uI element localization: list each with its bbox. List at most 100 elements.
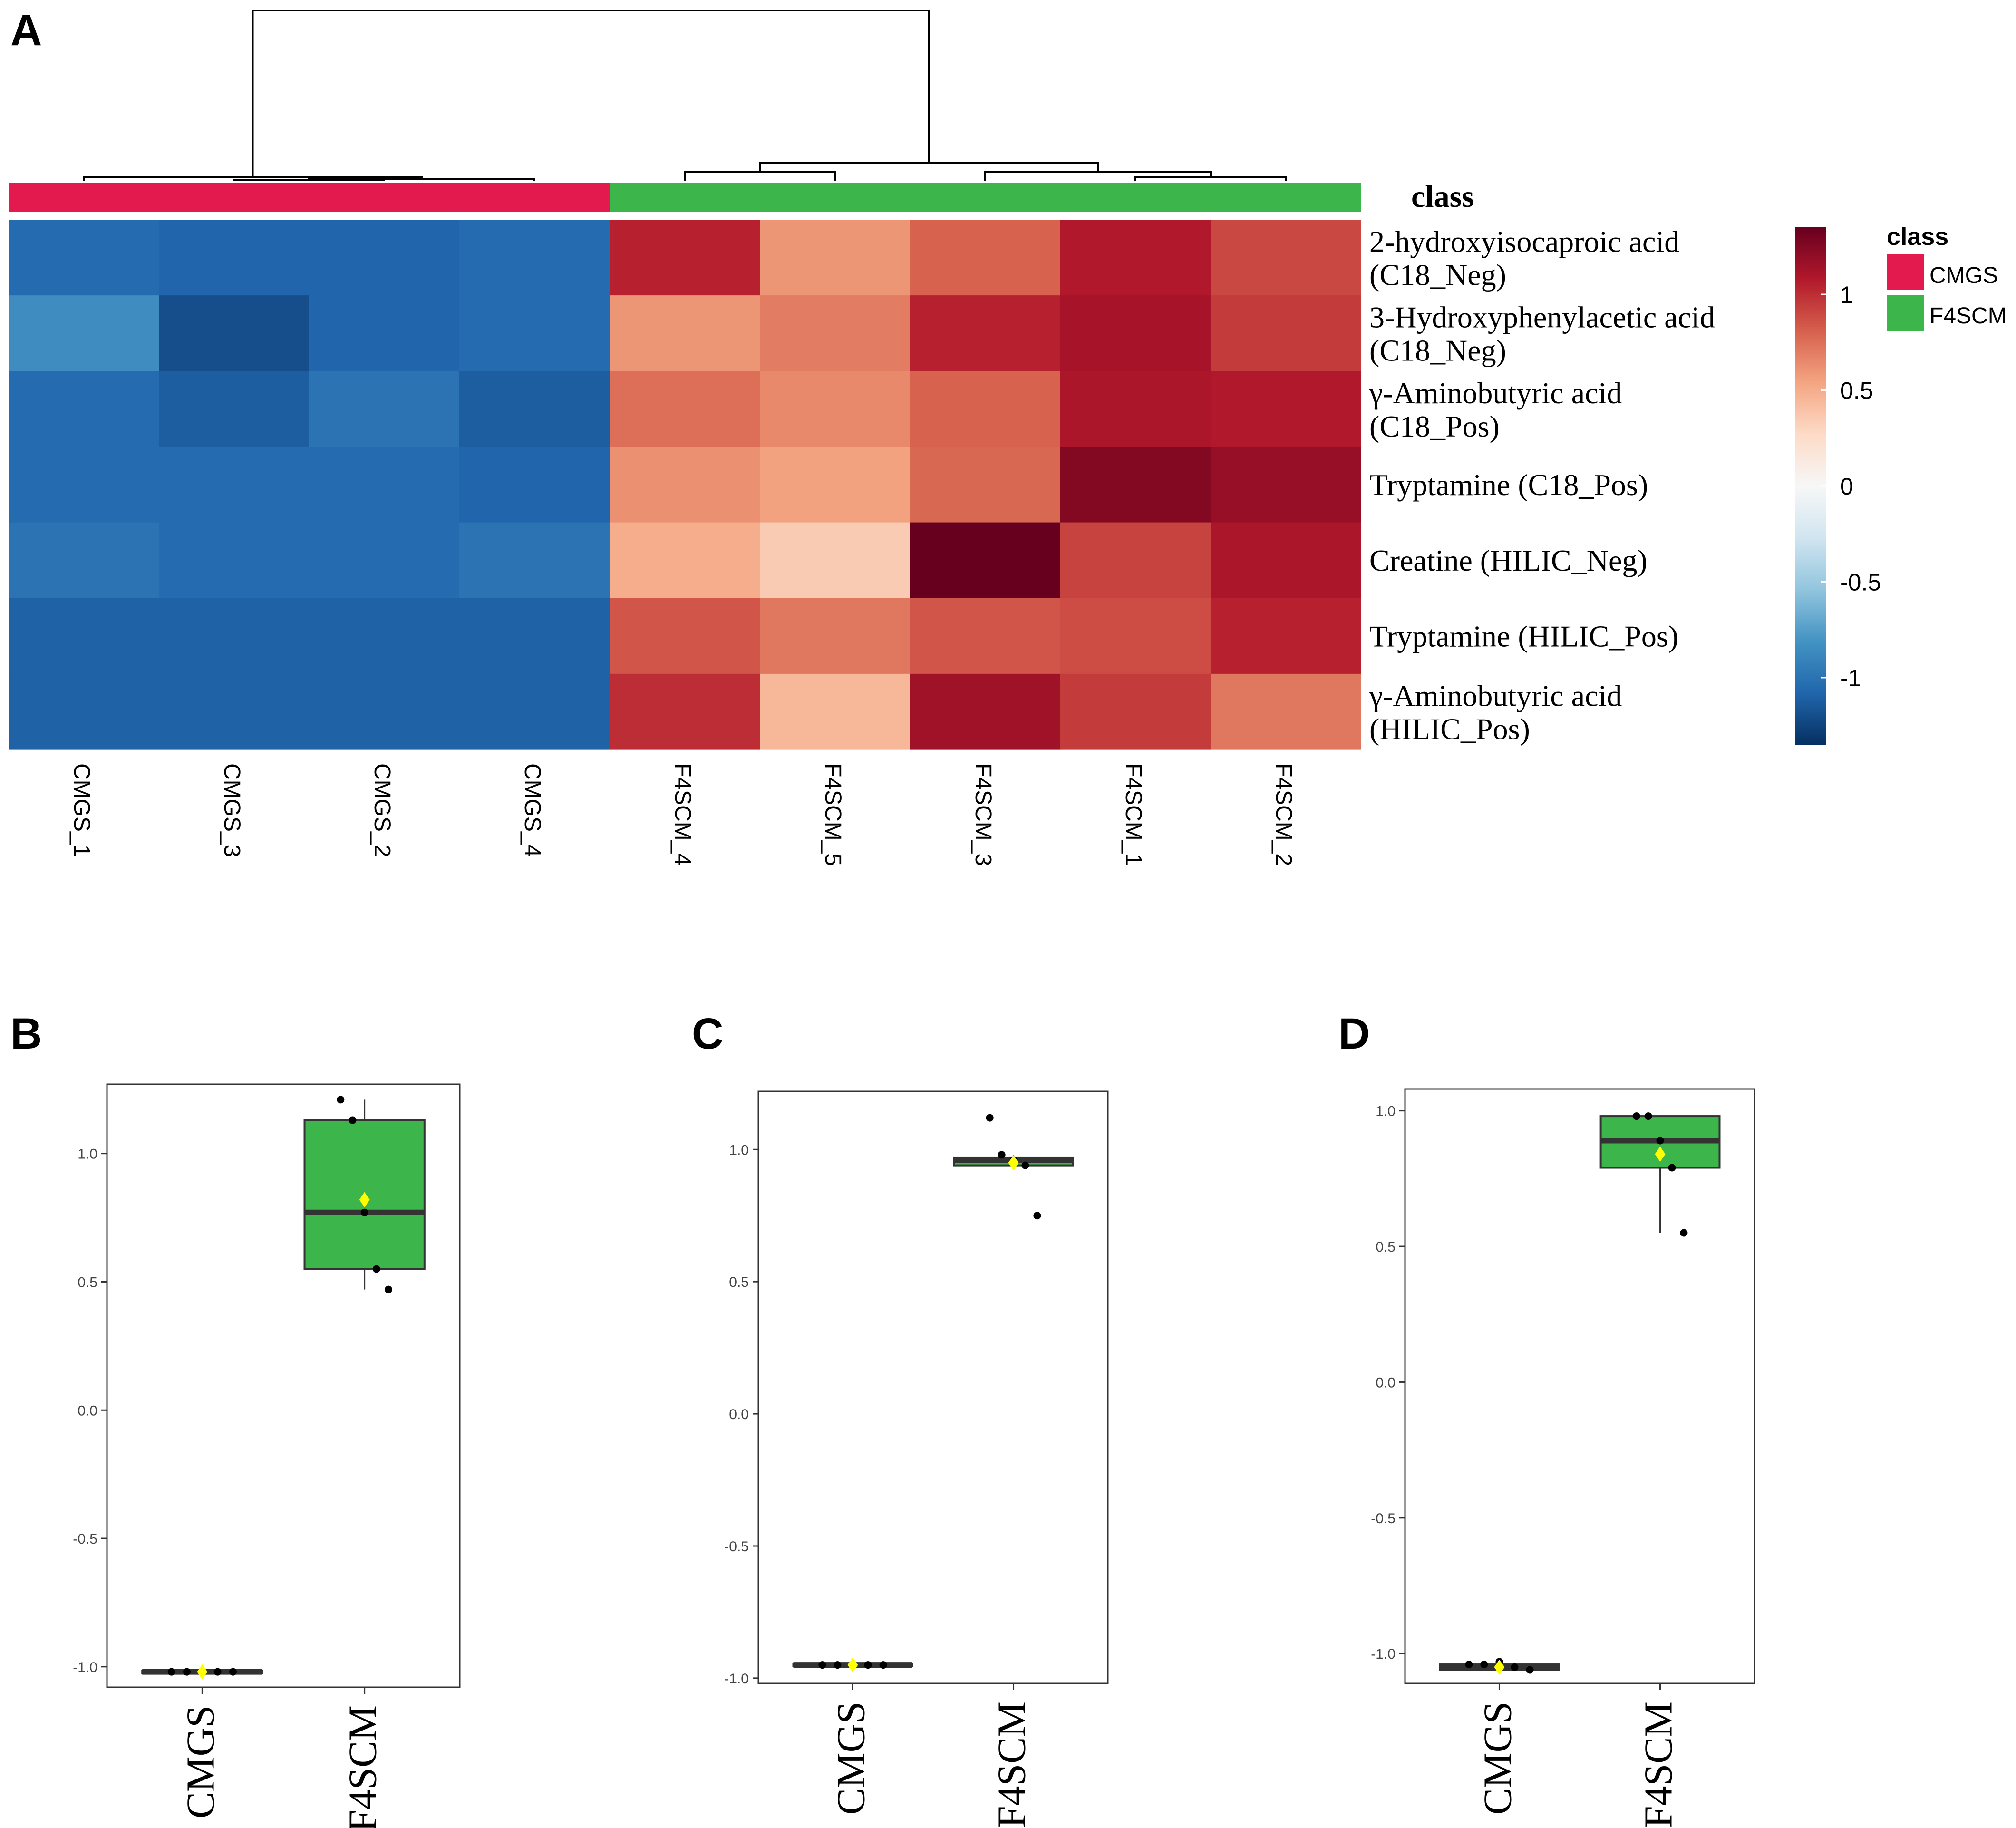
column-label: F4SCM_1 (1121, 763, 1146, 866)
data-point-cmgs (1480, 1661, 1488, 1669)
class-annotation-cell (159, 183, 310, 212)
heatmap-cell (9, 371, 159, 447)
row-label: Tryptamine (HILIC_Pos) (1369, 619, 1678, 653)
heatmap-cell (910, 598, 1061, 674)
heatmap-cell (760, 447, 911, 523)
data-point-f4scm (1644, 1112, 1652, 1120)
heatmap-cell (610, 295, 760, 371)
heatmap-cell (1211, 447, 1361, 523)
class-annotation-cell (309, 183, 460, 212)
row-label: γ-Aminobutyric acid (HILIC_Pos) (1369, 679, 1622, 746)
row-label: Tryptamine (C18_Pos) (1369, 468, 1648, 502)
heatmap-cell (459, 598, 610, 674)
x-tick-label-cmgs: CMGS (1475, 1702, 1520, 1815)
colorbar-tick-label: -1 (1840, 665, 1861, 691)
heatmap-cell (459, 522, 610, 599)
data-point-cmgs (834, 1661, 842, 1669)
row-label: 3-Hydroxyphenylacetic acid (C18_Neg) (1369, 301, 1715, 368)
data-point-f4scm (1021, 1161, 1029, 1169)
y-tick-label: -1.0 (73, 1660, 97, 1675)
boxplot-panel-d: 1.0 0.5 0.0 -0.5 -1.0 CMGS F4SCM (1371, 1088, 1755, 1828)
heatmap-cell (9, 673, 159, 750)
panel-label-a: A (10, 6, 42, 55)
colorbar-tick-label: 0.5 (1840, 378, 1873, 404)
heatmap-cell (159, 522, 310, 599)
x-tick-label-cmgs: CMGS (178, 1705, 223, 1818)
heatmap-cell (1211, 673, 1361, 750)
panel-label-d: D (1338, 1010, 1370, 1058)
data-point-f4scm (1680, 1229, 1688, 1237)
heatmap-cell (309, 522, 460, 599)
legend-swatch-f4scm (1887, 295, 1924, 331)
heatmap-cell (459, 220, 610, 296)
colorbar (1795, 227, 1826, 745)
data-point-cmgs (213, 1668, 222, 1676)
heatmap-cell (1060, 371, 1211, 447)
data-point-cmgs (229, 1668, 237, 1676)
heatmap-cell (159, 220, 310, 296)
dendrogram-link (759, 162, 1099, 172)
class-annotation-title: class (1411, 179, 1474, 214)
heatmap-cell (1060, 598, 1211, 674)
heatmap-cell (1060, 447, 1211, 523)
class-annotation-cell (910, 183, 1061, 212)
heatmap-cell (1060, 220, 1211, 296)
data-point-f4scm (1632, 1112, 1640, 1120)
colorbar-tick-label: 0 (1840, 473, 1853, 500)
column-label: CMGS_3 (219, 763, 244, 857)
column-label: CMGS_4 (520, 763, 545, 857)
heatmap-cell (309, 598, 460, 674)
class-annotation-cell (1060, 183, 1211, 212)
y-tick-label: 1.0 (1376, 1104, 1396, 1119)
heatmap-cell (760, 598, 911, 674)
row-label: Creatine (HILIC_Neg) (1369, 544, 1648, 577)
x-tick-label-f4scm: F4SCM (341, 1705, 385, 1828)
y-tick-label: 1.0 (729, 1142, 749, 1158)
panel-label-b: B (10, 1010, 42, 1058)
mean-marker-cmgs (1494, 1659, 1505, 1675)
legend-label-f4scm: F4SCM (1929, 303, 2007, 329)
data-point-cmgs (167, 1668, 175, 1676)
class-annotation-cell (760, 183, 911, 212)
heatmap-cell (1060, 295, 1211, 371)
colorbar-tick-label: -0.5 (1840, 569, 1881, 595)
y-tick-label: 0.5 (1376, 1239, 1396, 1255)
y-tick-label: -0.5 (724, 1539, 749, 1555)
data-point-f4scm (998, 1151, 1006, 1159)
heatmap-cell (459, 295, 610, 371)
heatmap-cell (459, 447, 610, 523)
data-point-cmgs (879, 1661, 887, 1669)
heatmap-cell (1211, 371, 1361, 447)
legend-label-cmgs: CMGS (1929, 263, 1998, 288)
data-point-f4scm (986, 1114, 994, 1122)
heatmap-cell (610, 371, 760, 447)
data-point-cmgs (864, 1661, 872, 1669)
dendrogram-root-link (252, 10, 930, 177)
y-tick-label: 0.0 (729, 1407, 749, 1422)
heatmap-cell (1211, 522, 1361, 599)
heatmap-cell (910, 522, 1061, 599)
heatmap-cell (1211, 598, 1361, 674)
y-tick-label: 0.5 (729, 1274, 749, 1290)
heatmap-cell (760, 295, 911, 371)
x-tick-label-f4scm: F4SCM (1637, 1702, 1681, 1828)
heatmap-cell (910, 295, 1061, 371)
column-label: F4SCM_5 (820, 763, 845, 866)
dendrogram-link (684, 171, 836, 181)
heatmap-cell (910, 447, 1061, 523)
x-tick-label-cmgs: CMGS (829, 1702, 873, 1815)
data-point-f4scm (1656, 1137, 1664, 1145)
heatmap-cell (159, 371, 310, 447)
class-annotation-cell (610, 183, 760, 212)
dendrogram-link (233, 179, 385, 181)
heatmap-cell (1211, 295, 1361, 371)
heatmap-panel-a: class 2-hydroxyisocaproic acid (C18_Neg) 3-… (9, 10, 2007, 866)
heatmap-cell (610, 522, 760, 599)
y-tick-label: -1.0 (1371, 1646, 1396, 1662)
column-label: CMGS_2 (369, 763, 395, 857)
heatmap-cell (459, 371, 610, 447)
y-tick-label: -0.5 (1371, 1511, 1396, 1527)
data-point-cmgs (818, 1661, 826, 1669)
data-point-cmgs (183, 1668, 191, 1676)
plot-area (757, 1090, 1109, 1684)
